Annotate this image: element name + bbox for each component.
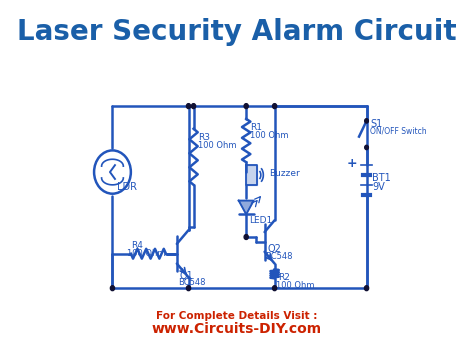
Circle shape: [244, 104, 248, 108]
Text: 100 Ohm: 100 Ohm: [276, 281, 315, 290]
Circle shape: [110, 286, 115, 290]
Text: BC548: BC548: [178, 278, 205, 287]
Circle shape: [273, 286, 277, 290]
Circle shape: [186, 104, 191, 108]
Text: www.Circuits-DIY.com: www.Circuits-DIY.com: [152, 322, 322, 336]
Text: Q2: Q2: [267, 244, 281, 254]
Circle shape: [186, 286, 191, 290]
Circle shape: [365, 286, 369, 290]
Text: Laser Security Alarm Circuit: Laser Security Alarm Circuit: [17, 18, 457, 46]
Text: R1: R1: [250, 123, 263, 132]
Text: LDR: LDR: [117, 182, 137, 192]
Text: Q1: Q1: [179, 272, 193, 281]
Text: S1: S1: [370, 119, 382, 129]
Text: R4: R4: [131, 241, 143, 250]
Text: +: +: [347, 157, 358, 170]
Text: For Complete Details Visit :: For Complete Details Visit :: [156, 311, 318, 321]
Text: 9V: 9V: [373, 182, 385, 192]
Circle shape: [244, 234, 248, 239]
Text: BT1: BT1: [373, 173, 391, 183]
Circle shape: [273, 104, 277, 108]
Text: 100 Ohm: 100 Ohm: [127, 249, 165, 258]
Circle shape: [365, 145, 368, 149]
Polygon shape: [246, 165, 257, 185]
Text: Buzzer: Buzzer: [270, 169, 301, 178]
Text: 100 Ohm: 100 Ohm: [250, 131, 289, 140]
Circle shape: [191, 104, 196, 108]
Text: R3: R3: [198, 133, 210, 142]
Text: R2: R2: [278, 273, 290, 282]
Text: LED1: LED1: [249, 216, 272, 225]
Circle shape: [365, 119, 368, 123]
Text: BC548: BC548: [265, 252, 293, 261]
Polygon shape: [239, 201, 254, 214]
Text: ON/OFF Switch: ON/OFF Switch: [370, 127, 427, 136]
Text: 100 Ohm: 100 Ohm: [198, 141, 236, 149]
